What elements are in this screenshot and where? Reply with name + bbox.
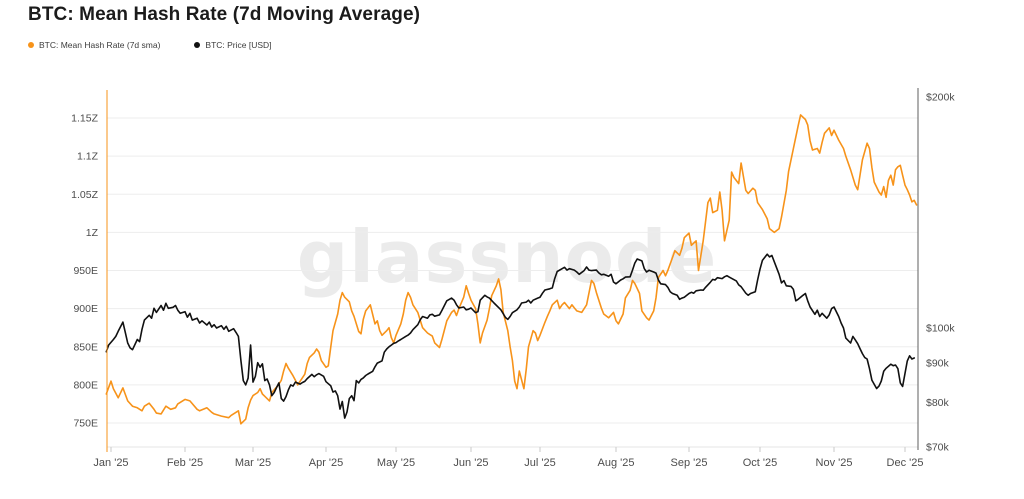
svg-text:Jan '25: Jan '25 [93,457,128,469]
y-axis-left-labels: 1.15Z 1.1Z 1.05Z 1Z 950E 900E 850E 800E 750E [71,113,98,430]
svg-text:Jul '25: Jul '25 [524,457,555,469]
legend-item-price[interactable]: BTC: Price [USD] [194,40,272,50]
svg-text:800E: 800E [73,379,98,391]
svg-text:Mar '25: Mar '25 [235,457,271,469]
svg-text:$100k: $100k [926,323,955,335]
svg-text:850E: 850E [73,341,98,353]
svg-text:1.05Z: 1.05Z [71,189,98,201]
legend-label-hashrate: BTC: Mean Hash Rate (7d sma) [39,40,161,50]
svg-text:1.1Z: 1.1Z [77,151,99,163]
svg-text:1Z: 1Z [86,227,99,239]
x-axis: Jan '25 Feb '25 Mar '25 Apr '25 May '25 Jun '… [93,446,924,469]
gridlines [107,117,918,424]
svg-text:950E: 950E [73,265,98,277]
svg-text:Nov '25: Nov '25 [816,457,853,469]
svg-text:Jun '25: Jun '25 [453,457,488,469]
svg-text:May '25: May '25 [377,457,415,469]
price-series-line [105,253,915,419]
svg-text:Feb '25: Feb '25 [167,457,203,469]
legend-label-price: BTC: Price [USD] [205,40,272,50]
page-title: BTC: Mean Hash Rate (7d Moving Average) [28,4,421,25]
y-axis-right-labels: $200k $100k $90k $80k $70k [926,92,955,454]
hashrate-series-dot-icon [28,42,34,48]
svg-text:$90k: $90k [926,358,950,370]
svg-text:750E: 750E [73,418,98,430]
svg-text:$80k: $80k [926,397,950,409]
svg-text:Sep '25: Sep '25 [671,457,708,469]
svg-text:$200k: $200k [926,92,955,104]
svg-text:Apr '25: Apr '25 [309,457,344,469]
hashrate-series-line [105,114,918,425]
legend: BTC: Mean Hash Rate (7d sma) BTC: Price … [28,40,272,50]
legend-item-hashrate[interactable]: BTC: Mean Hash Rate (7d sma) [28,40,160,50]
svg-text:Dec '25: Dec '25 [887,457,924,469]
glassnode-watermark: glassnode [296,215,718,299]
svg-text:Oct '25: Oct '25 [743,457,778,469]
svg-text:900E: 900E [73,303,98,315]
svg-text:1.15Z: 1.15Z [71,113,98,125]
svg-text:$70k: $70k [926,441,950,453]
svg-text:Aug '25: Aug '25 [598,457,635,469]
price-series-dot-icon [194,42,201,48]
